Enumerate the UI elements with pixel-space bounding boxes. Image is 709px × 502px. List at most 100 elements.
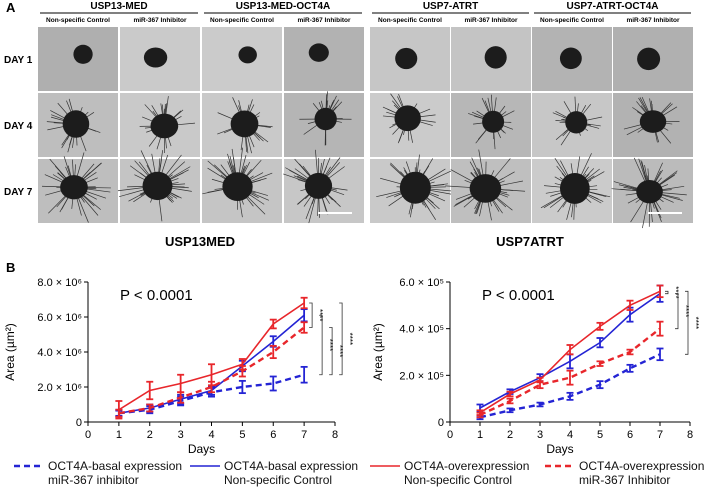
error-bar xyxy=(177,391,185,404)
spheroid xyxy=(73,44,93,64)
error-bar xyxy=(566,353,574,370)
spheroid xyxy=(559,172,590,204)
row-label: DAY 1 xyxy=(4,55,33,66)
x-tick-label: 7 xyxy=(657,429,663,441)
x-tick-label: 3 xyxy=(178,429,184,441)
legend-label: OCT4A-overexpression miR-367 Inhibitor xyxy=(579,459,705,487)
spheroid xyxy=(395,47,418,70)
significance-bracket xyxy=(665,290,669,295)
spheroid xyxy=(150,113,179,139)
x-tick-label: 5 xyxy=(597,429,603,441)
error-bar xyxy=(506,397,514,405)
column-title: miR-367 Inhibitor xyxy=(297,17,351,24)
significance-bracket xyxy=(675,293,679,330)
column-title: Non-specific Control xyxy=(378,17,442,24)
error-bar xyxy=(656,320,664,337)
significance-label: **** xyxy=(345,333,354,345)
annotation: P < 0.0001 xyxy=(482,287,555,304)
spheroid xyxy=(314,107,337,131)
group-title: USP13-MED-OCT4A xyxy=(236,1,330,12)
significance-bracket xyxy=(319,314,323,376)
y-axis-label: Area (µm²) xyxy=(371,323,385,381)
y-tick-label: 4.0 × 10⁶ xyxy=(37,347,82,359)
significance-label: **** xyxy=(681,305,690,317)
significance-label: **** xyxy=(335,345,344,357)
group-title: USP7-ATRT xyxy=(423,1,478,12)
legend-label: OCT4A-basal expression miR-367 inhibitor xyxy=(48,459,183,487)
error-bar xyxy=(506,407,514,414)
panel-caption: USP13MED xyxy=(165,234,235,249)
annotation: P < 0.0001 xyxy=(120,287,193,304)
error-bar xyxy=(476,411,484,419)
x-tick-label: 4 xyxy=(208,429,214,441)
error-bar xyxy=(596,337,604,349)
x-tick-label: 1 xyxy=(477,429,483,441)
error-bar xyxy=(656,347,664,362)
significance-label: **** xyxy=(671,286,680,298)
spheroid xyxy=(238,46,257,64)
spheroid xyxy=(565,111,588,134)
error-bar xyxy=(208,380,215,394)
error-bar xyxy=(238,365,246,378)
spheroid xyxy=(637,47,661,71)
x-tick-label: 0 xyxy=(447,429,453,441)
spheroid xyxy=(142,171,173,201)
error-bar xyxy=(626,363,634,373)
spheroid xyxy=(143,47,168,68)
column-title: Non-specific Control xyxy=(540,17,604,24)
column-title: miR-367 Inhibitor xyxy=(626,17,680,24)
x-tick-label: 1 xyxy=(116,429,122,441)
spheroid xyxy=(60,175,88,200)
error-bar xyxy=(300,308,308,323)
y-tick-label: 8.0 × 10⁶ xyxy=(37,277,82,289)
spheroid xyxy=(62,110,90,138)
spheroid xyxy=(222,172,253,202)
x-tick-label: 4 xyxy=(567,429,573,441)
x-tick-label: 5 xyxy=(239,429,245,441)
x-tick-label: 8 xyxy=(332,429,338,441)
spheroid xyxy=(230,110,259,138)
y-axis-label: Area (µm²) xyxy=(3,323,17,381)
error-bar xyxy=(115,408,123,418)
significance-bracket xyxy=(329,327,333,376)
y-tick-label: 2.0 × 10⁶ xyxy=(37,382,82,394)
x-tick-label: 8 xyxy=(687,429,693,441)
error-bar xyxy=(626,348,634,356)
error-bar xyxy=(300,365,308,384)
panel-label: B xyxy=(6,260,15,275)
x-axis-label: Days xyxy=(546,442,573,456)
spheroid xyxy=(304,172,333,199)
x-tick-label: 6 xyxy=(270,429,276,441)
error-bar xyxy=(596,360,604,367)
error-bar xyxy=(536,401,544,408)
y-tick-label: 4.0 × 10⁵ xyxy=(399,324,444,336)
significance-label: **** xyxy=(691,317,700,329)
y-tick-label: 0 xyxy=(76,417,82,429)
error-bar xyxy=(269,318,277,330)
column-title: Non-specific Control xyxy=(46,17,110,24)
error-bar xyxy=(596,380,604,390)
y-tick-label: 2.0 × 10⁵ xyxy=(399,370,444,382)
significance-bracket xyxy=(685,290,689,355)
significance-bracket xyxy=(339,302,343,376)
legend-label: OCT4A-overexpression Non-specific Contro… xyxy=(404,459,530,487)
panel-label: A xyxy=(6,0,16,15)
spheroid xyxy=(559,47,582,70)
y-tick-label: 0 xyxy=(438,417,444,429)
x-tick-label: 2 xyxy=(147,429,153,441)
error-bar xyxy=(269,375,277,392)
group-title: USP7-ATRT-OCT4A xyxy=(566,1,658,12)
spheroid xyxy=(636,179,663,204)
legend-label: OCT4A-basal expression Non-specific Cont… xyxy=(224,459,359,487)
error-bar xyxy=(566,344,574,356)
spheroid xyxy=(639,110,667,133)
x-tick-label: 7 xyxy=(301,429,307,441)
error-bar xyxy=(269,344,277,360)
error-bar xyxy=(626,299,634,311)
error-bar xyxy=(596,321,604,331)
group-title: USP13-MED xyxy=(90,1,147,12)
error-bar xyxy=(656,284,664,299)
spheroid xyxy=(482,110,505,133)
